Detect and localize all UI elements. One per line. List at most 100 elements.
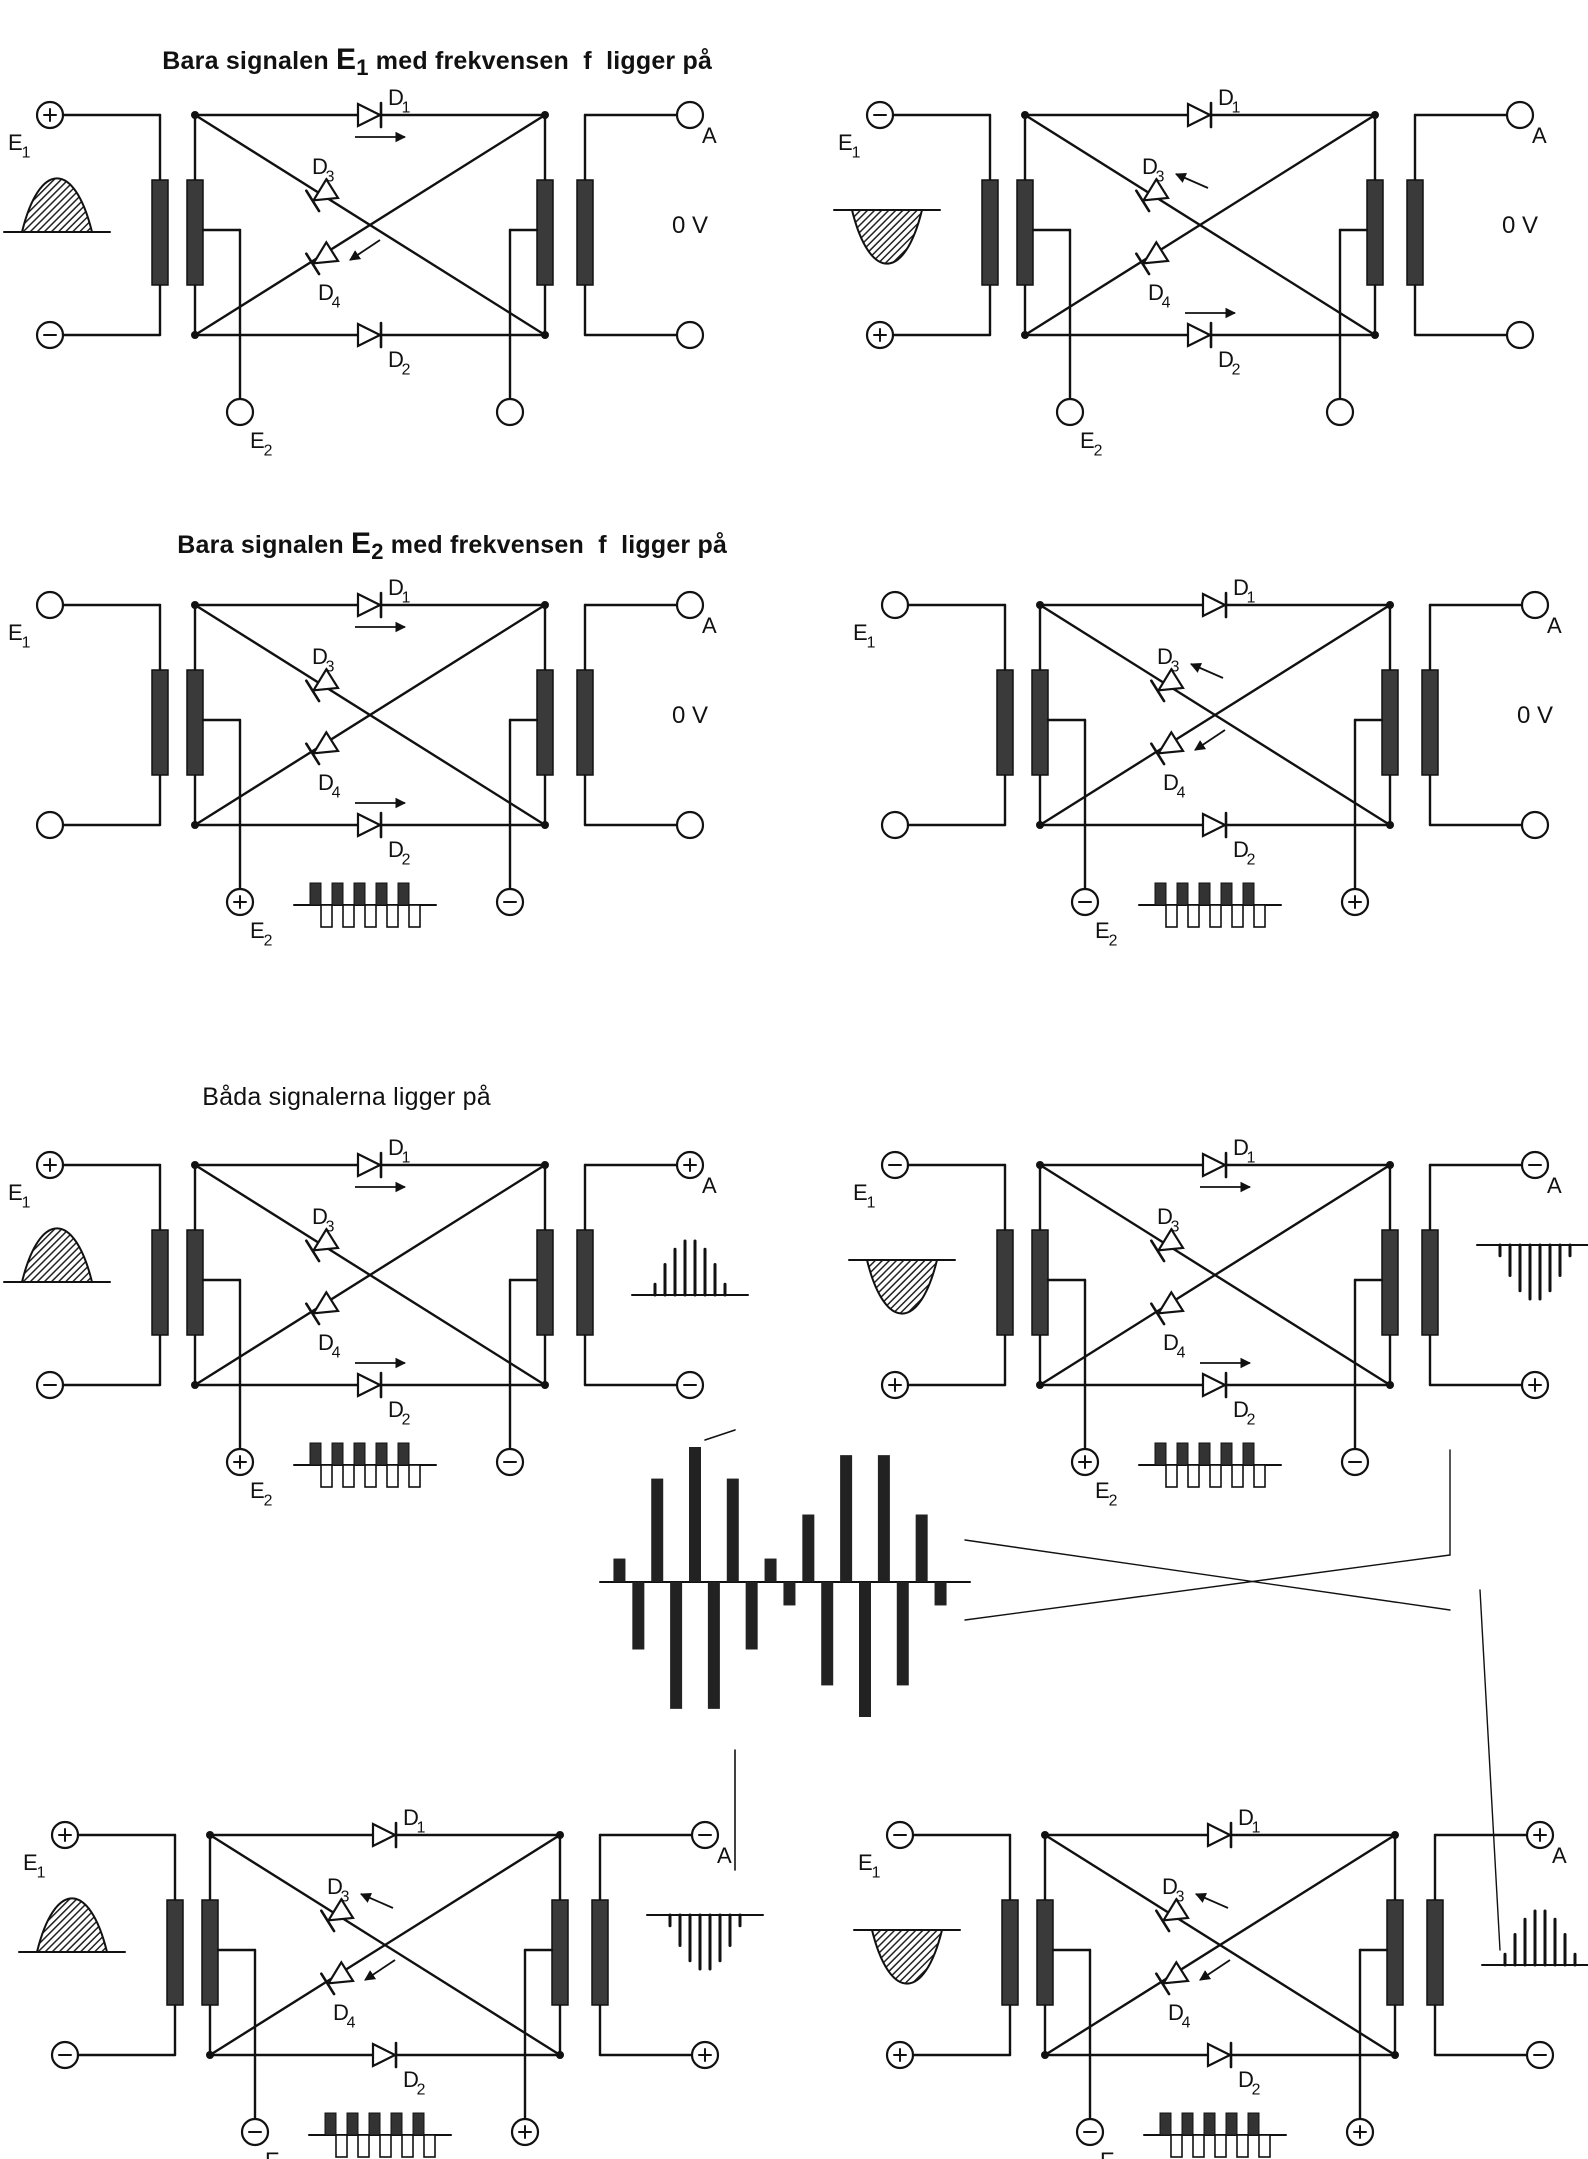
node-1	[541, 1161, 549, 1169]
label-d3-sub: 3	[1156, 169, 1165, 186]
heading-e2-subscript: 2	[371, 539, 384, 564]
diode-d4-bar	[320, 1972, 336, 1996]
e2-wave-bottom-3	[401, 2134, 414, 2158]
diode-d3-triangle	[1161, 1897, 1190, 1922]
label-d2-main: D	[388, 347, 404, 372]
e2-wave-top-1	[1181, 2112, 1194, 2136]
e2-terminal-left	[1055, 397, 1085, 427]
e2-wave-bottom-1	[1192, 2134, 1205, 2158]
e2-wave-top-3	[1220, 1442, 1233, 1466]
leader-5	[1479, 1589, 1501, 1951]
output-terminal-bottom	[1505, 320, 1535, 350]
e2-wave-top-3	[375, 882, 388, 906]
node-2	[191, 331, 199, 339]
node-0	[206, 1831, 214, 1839]
e2-wave-bottom-4	[423, 2134, 436, 2158]
output-secondary-coil	[1381, 669, 1399, 776]
diode-d4-bar	[305, 252, 321, 276]
diode-d4-bar	[305, 1302, 321, 1326]
label-e1: E1	[8, 130, 31, 162]
combined-bar-8	[764, 1558, 777, 1582]
diagonal-up	[193, 603, 547, 827]
e2-wave-top-2	[353, 882, 366, 906]
e2-wave-top-3	[1220, 882, 1233, 906]
label-e2-sub: 2	[1109, 1493, 1118, 1510]
output-secondary-coil	[536, 1229, 554, 1336]
label-d4-main: D	[1168, 2000, 1184, 2025]
e2-wave-top-4	[1242, 882, 1255, 906]
heading-e1-prefix: Bara signalen	[162, 47, 336, 75]
label-d2-main: D	[1233, 837, 1249, 862]
label-d1: D1	[388, 85, 411, 117]
label-e2: E2	[1080, 428, 1102, 460]
e2-wave-bottom-3	[1231, 904, 1244, 928]
diode-d2	[356, 811, 383, 839]
output-zero-volt: 0 V	[672, 212, 708, 239]
label-e2-main: E	[265, 2148, 280, 2159]
diode-d3	[1150, 1227, 1185, 1263]
combined-bar-13	[859, 1582, 871, 1717]
diode-d4-triangle	[1161, 1960, 1190, 1985]
label-d2: D2	[1218, 347, 1240, 379]
input-secondary-coil	[1031, 1229, 1049, 1336]
e2-wave-top-3	[1225, 2112, 1238, 2136]
e2-wave-top-1	[1176, 1442, 1189, 1466]
output-secondary-coil	[536, 669, 554, 776]
label-e1-sub: 1	[872, 1865, 881, 1882]
diode-d1-triangle	[1206, 1822, 1233, 1848]
node-2	[206, 2051, 214, 2059]
node-0	[1021, 111, 1029, 119]
diode-d2-triangle	[1206, 2042, 1233, 2068]
e2-wave-bottom-0	[320, 1464, 333, 1488]
e2-wave-top-4	[397, 882, 410, 906]
diode-d3	[305, 1227, 340, 1263]
label-d4: D4	[318, 280, 341, 312]
input-primary-coil	[996, 669, 1014, 776]
label-d2: D2	[403, 2067, 425, 2099]
diode-d1	[1206, 1821, 1233, 1849]
diode-d4	[1155, 1960, 1190, 1996]
label-d2-sub: 2	[402, 362, 411, 379]
e2-wave-top-4	[1242, 1442, 1255, 1466]
diode-d3	[1150, 667, 1185, 703]
e2-wave-bottom-1	[342, 1464, 355, 1488]
diode-d1	[1201, 1151, 1228, 1179]
e1-wave	[865, 1259, 939, 1315]
e2-wave-top-4	[412, 2112, 425, 2136]
label-d1-sub: 1	[1247, 590, 1256, 607]
output-secondary-coil	[1386, 1899, 1404, 2006]
combined-bar-1	[632, 1582, 645, 1650]
output-secondary-coil	[1366, 179, 1384, 286]
label-e2-sub: 2	[264, 933, 273, 950]
label-e1-sub: 1	[852, 145, 861, 162]
diode-d1	[1201, 591, 1228, 619]
node-1	[541, 111, 549, 119]
combined-bar-11	[821, 1582, 834, 1686]
e2-wave-bottom-4	[1258, 2134, 1271, 2158]
e2-wave-bottom-0	[1170, 2134, 1183, 2158]
label-d3: D3	[327, 1874, 350, 1906]
output-terminal-top	[675, 590, 705, 620]
combined-bar-17	[934, 1582, 947, 1606]
combined-bar-14	[877, 1455, 890, 1582]
diode-d4	[1135, 240, 1170, 276]
label-d1-main: D	[1233, 575, 1249, 600]
diode-d1-triangle	[1201, 1152, 1228, 1178]
label-d1-sub: 1	[417, 1820, 426, 1837]
label-d1: D1	[1233, 1135, 1256, 1167]
e2-wave-bottom-4	[408, 904, 421, 928]
e2-wave-top-0	[309, 1442, 322, 1466]
node-2	[1041, 2051, 1049, 2059]
label-d1: D1	[388, 575, 411, 607]
label-d4-sub: 4	[1177, 785, 1186, 802]
node-1	[1391, 1831, 1399, 1839]
output-primary-coil	[1426, 1899, 1444, 2006]
label-e1-main: E	[858, 1850, 873, 1875]
diagonal-up	[1038, 1163, 1392, 1387]
label-d2-sub: 2	[1252, 2082, 1261, 2099]
